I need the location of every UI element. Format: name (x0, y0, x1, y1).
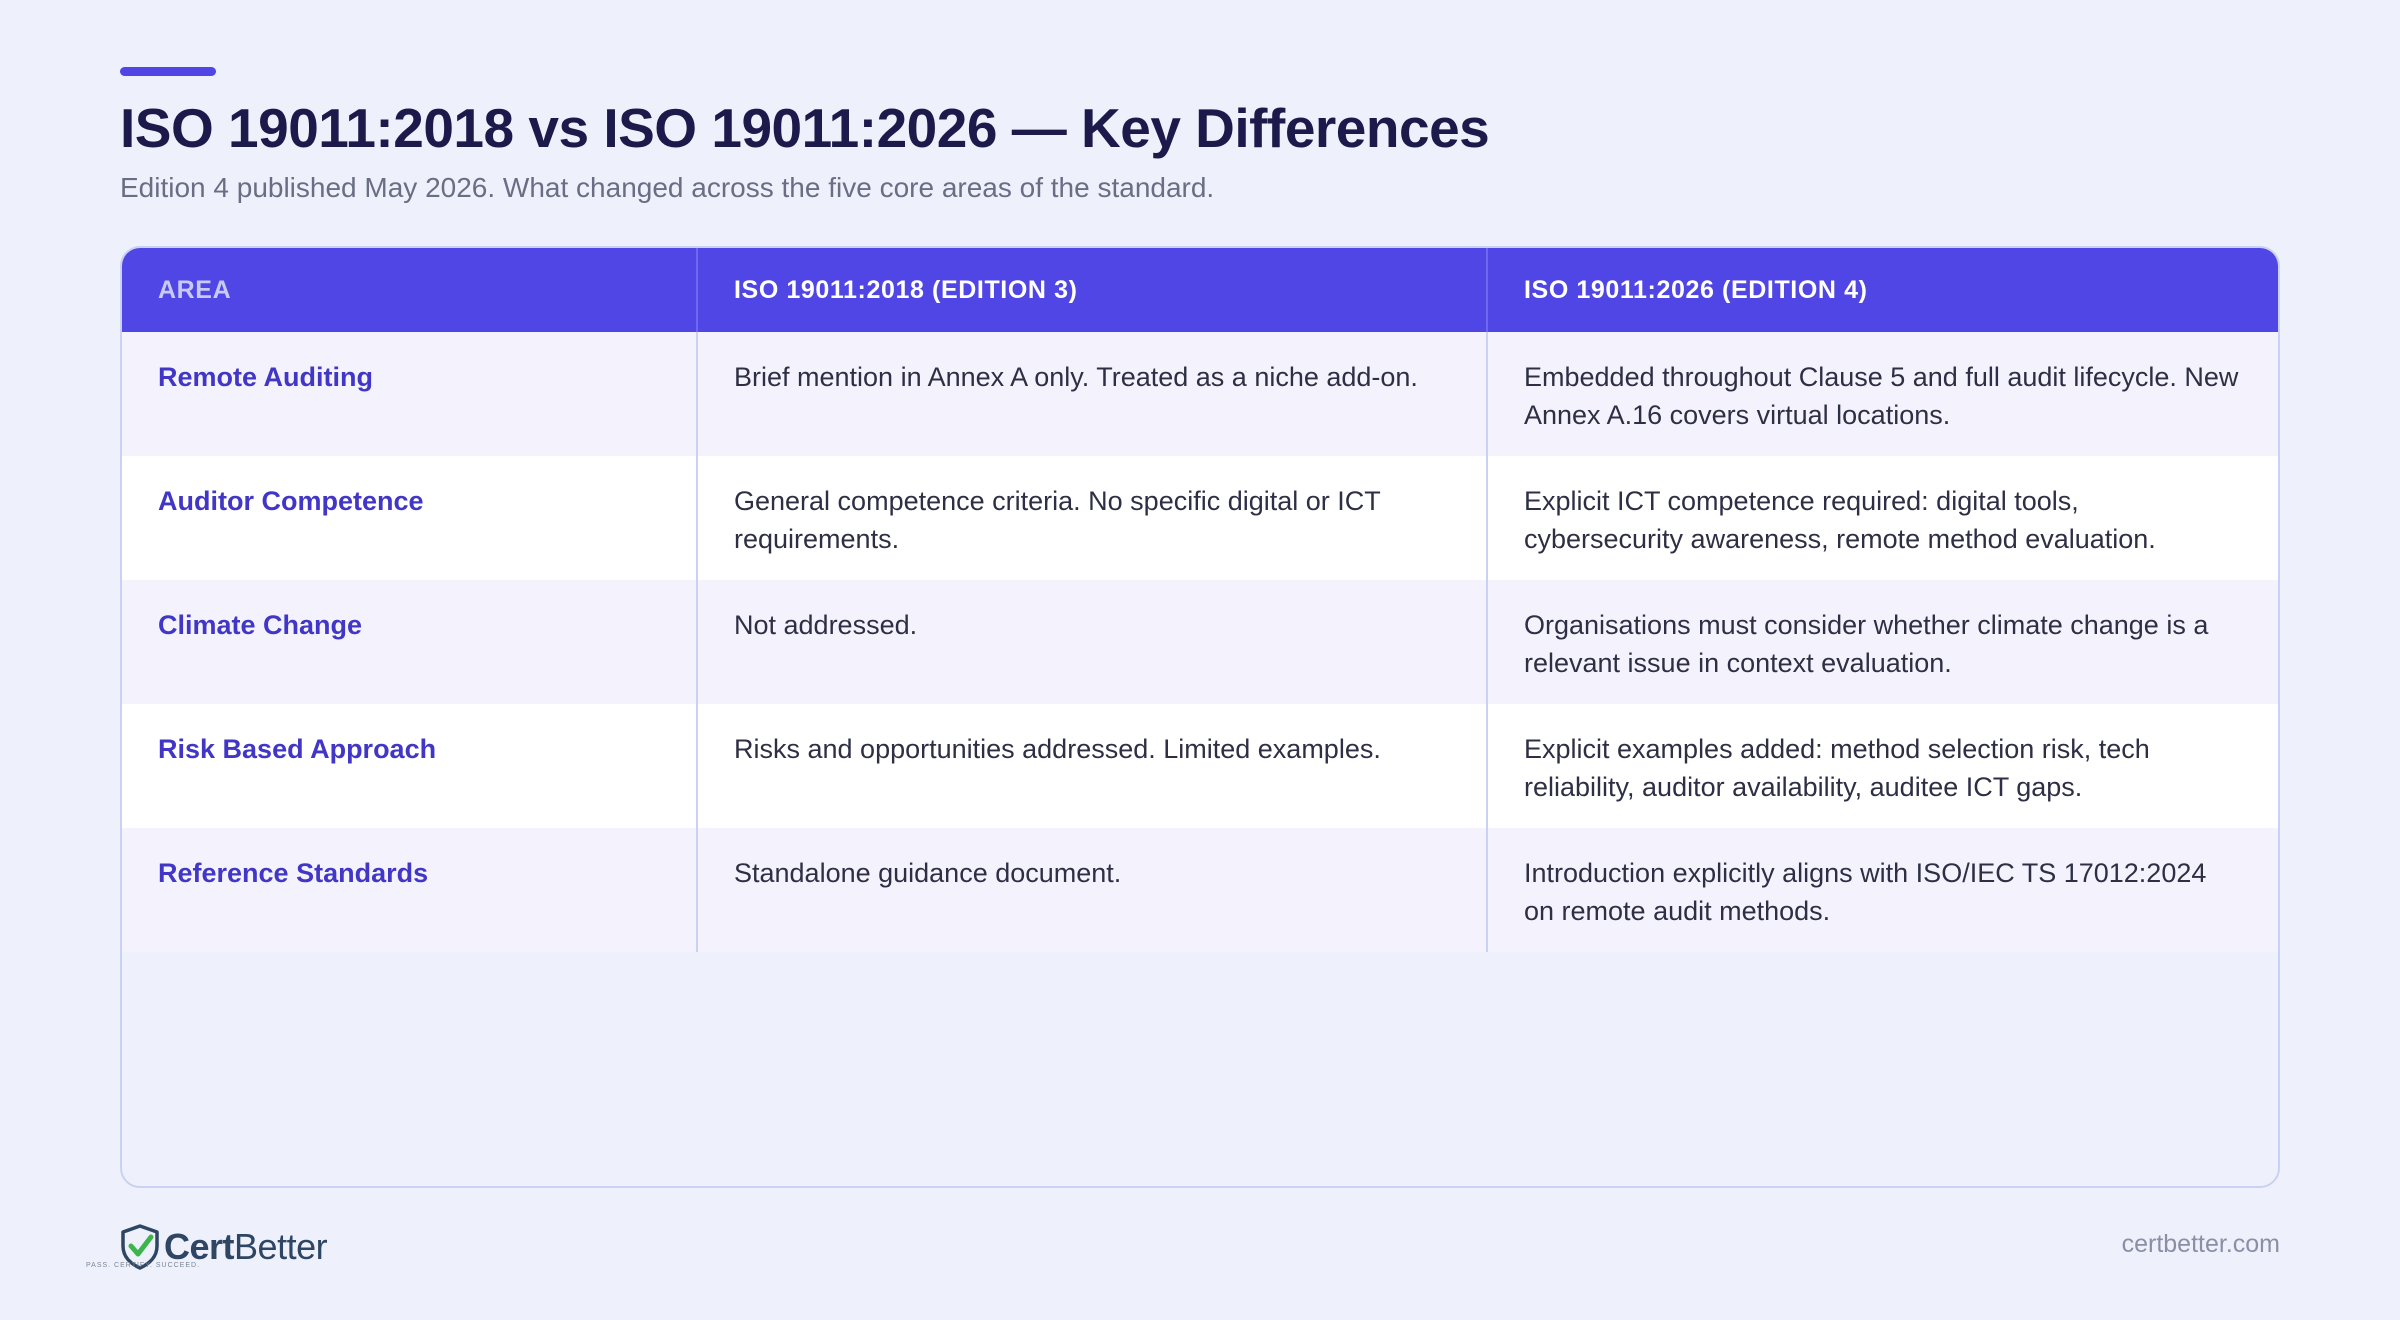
edition-4-cell: Organisations must consider whether clim… (1524, 610, 2209, 678)
edition-3-cell: General competence criteria. No specific… (698, 456, 1488, 580)
logo-wordmark-bold: Cert (164, 1226, 235, 1267)
logo-wordmark-light: Better (234, 1226, 328, 1267)
edition-4-cell: Explicit examples added: method selectio… (1524, 734, 2150, 802)
comparison-table: AREA ISO 19011:2018 (EDITION 3) ISO 1901… (120, 246, 2280, 1188)
table-row: Risk Based Approach Risks and opportunit… (122, 704, 2278, 828)
table-row: Remote Auditing Brief mention in Annex A… (122, 332, 2278, 456)
page-subtitle: Edition 4 published May 2026. What chang… (120, 172, 1215, 203)
logo-wordmark: CertBetter (164, 1226, 328, 1267)
logo-tagline: PASS. CERTIFY. SUCCEED. (86, 1262, 201, 1269)
edition-3-cell: Not addressed. (698, 580, 1488, 704)
column-header-edition-4: ISO 19011:2026 (EDITION 4) (1524, 275, 1868, 304)
area-cell: Remote Auditing (122, 332, 698, 456)
column-header-edition-3: ISO 19011:2018 (EDITION 3) (698, 248, 1488, 332)
edition-4-cell: Explicit ICT competence required: digita… (1524, 486, 2156, 554)
shield-check-icon (121, 1224, 159, 1270)
title-accent-bar (120, 67, 216, 76)
page-title: ISO 19011:2018 vs ISO 19011:2026 — Key D… (120, 97, 1490, 159)
footer-url: certbetter.com (2121, 1230, 2280, 1258)
area-cell: Auditor Competence (122, 456, 698, 580)
area-cell: Reference Standards (122, 828, 698, 952)
edition-3-cell: Standalone guidance document. (698, 828, 1488, 952)
edition-3-cell: Brief mention in Annex A only. Treated a… (698, 332, 1488, 456)
edition-4-cell: Embedded throughout Clause 5 and full au… (1524, 362, 2239, 430)
area-cell: Climate Change (122, 580, 698, 704)
table-header-row: AREA ISO 19011:2018 (EDITION 3) ISO 1901… (122, 248, 2278, 332)
area-cell: Risk Based Approach (122, 704, 698, 828)
table-row: Reference Standards Standalone guidance … (122, 828, 2278, 952)
edition-4-cell: Introduction explicitly aligns with ISO/… (1524, 858, 2207, 926)
table-row: Climate Change Not addressed. Organisati… (122, 580, 2278, 704)
column-header-area: AREA (122, 248, 698, 332)
edition-3-cell: Risks and opportunities addressed. Limit… (698, 704, 1488, 828)
table-row: Auditor Competence General competence cr… (122, 456, 2278, 580)
certbetter-logo: CertBetter (120, 1222, 328, 1272)
